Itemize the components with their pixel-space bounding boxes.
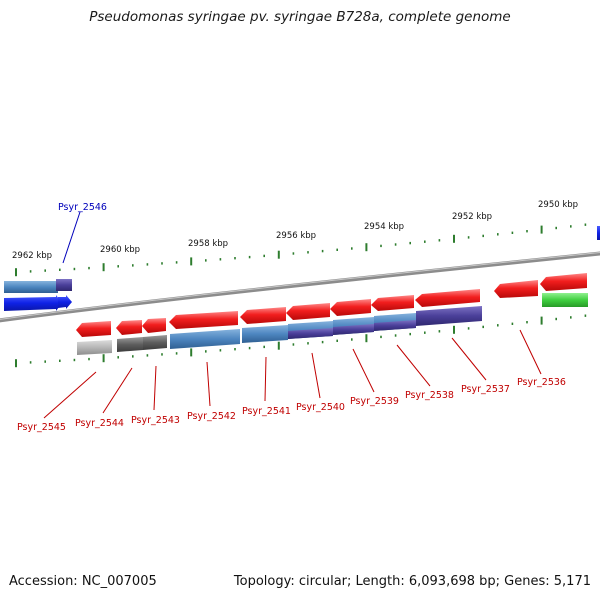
gene-bar-psyr-2544[interactable] <box>117 337 143 352</box>
scale-label: 2950 kbp <box>538 200 578 210</box>
cds-arrow-psyr-2546[interactable] <box>4 295 62 311</box>
cds-arrow-psyr-2538[interactable] <box>371 295 414 311</box>
callout-line <box>62 211 81 264</box>
gene-label-psyr-2543[interactable]: Psyr_2543 <box>131 415 180 426</box>
callout-line <box>153 365 157 411</box>
gene-label-psyr-2539[interactable]: Psyr_2539 <box>350 396 399 407</box>
scale-label: 2962 kbp <box>12 251 52 261</box>
gene-labels: Psyr_2546 Psyr_2545 Psyr_2544 Psyr_2543 … <box>17 202 566 433</box>
gene-label-psyr-2541[interactable]: Psyr_2541 <box>242 406 291 417</box>
topology-text: Topology: circular; Length: 6,093,698 bp… <box>233 574 591 589</box>
callout-line <box>102 367 133 414</box>
gene-bar-psyr-2545[interactable] <box>77 340 112 355</box>
forward-strand-features <box>4 226 600 311</box>
gene-bar-psyr-2546-end[interactable] <box>56 279 72 291</box>
reverse-strand-cds <box>76 289 480 337</box>
gene-label-psyr-2540[interactable]: Psyr_2540 <box>296 402 345 413</box>
gene-label-psyr-2544[interactable]: Psyr_2544 <box>75 418 124 429</box>
gene-bar-psyr-2542[interactable] <box>170 329 240 349</box>
gene-bar-psyr-2540-end[interactable] <box>288 328 333 339</box>
offscreen-feature[interactable] <box>597 226 600 240</box>
callout-line <box>352 348 375 393</box>
gene-label-psyr-2546[interactable]: Psyr_2546 <box>58 202 107 213</box>
cds-arrow-psyr-2546-b[interactable] <box>58 295 72 309</box>
reverse-strand-genes <box>77 306 482 355</box>
cds-arrow-psyr-2537b[interactable] <box>415 289 480 307</box>
scale-label: 2960 kbp <box>100 245 140 255</box>
scale-label: 2956 kbp <box>276 231 316 241</box>
genome-backbone-highlight <box>0 252 600 320</box>
callout-line <box>43 371 97 419</box>
map-title: Pseudomonas syringae pv. syringae B728a,… <box>89 9 511 25</box>
cds-arrow-psyr-2541[interactable] <box>240 307 286 324</box>
callout-line <box>451 337 487 381</box>
gene-bar-psyr-2539-end[interactable] <box>333 324 374 335</box>
gene-label-psyr-2537[interactable]: Psyr_2537 <box>461 384 510 395</box>
rna-feature-green[interactable] <box>542 293 588 307</box>
gene-label-psyr-2536[interactable]: Psyr_2536 <box>517 377 566 388</box>
inner-scale-ticks <box>15 314 587 368</box>
scale-label: 2952 kbp <box>452 212 492 222</box>
cds-arrow-psyr-2544[interactable] <box>116 320 142 335</box>
gene-bar-psyr-2537[interactable] <box>416 306 482 326</box>
cds-arrow-psyr-2545[interactable] <box>76 321 111 337</box>
gene-label-psyr-2538[interactable]: Psyr_2538 <box>405 390 454 401</box>
callout-line <box>264 356 267 402</box>
scale-labels: 2962 kbp 2960 kbp 2958 kbp 2956 kbp 2954… <box>12 200 578 261</box>
scale-label: 2958 kbp <box>188 239 228 249</box>
cds-arrow-psyr-2536[interactable] <box>540 273 587 291</box>
scale-label: 2954 kbp <box>364 222 404 232</box>
gene-label-psyr-2542[interactable]: Psyr_2542 <box>187 411 236 422</box>
accession-text: Accession: NC_007005 <box>9 574 157 589</box>
cds-arrow-psyr-2542[interactable] <box>169 311 238 329</box>
gene-bar-psyr-2538-end[interactable] <box>374 320 416 331</box>
gene-bar-psyr-2543[interactable] <box>143 335 167 350</box>
callout-line <box>206 361 211 407</box>
callout-line <box>396 344 431 387</box>
callout-line <box>311 352 321 399</box>
cds-arrow-psyr-2540[interactable] <box>286 303 330 320</box>
cds-arrow-psyr-2543[interactable] <box>142 318 166 333</box>
outer-scale-ticks <box>15 223 587 277</box>
genome-backbone <box>0 251 600 323</box>
gene-bar-psyr-2546[interactable] <box>4 281 58 293</box>
cds-arrow-psyr-2537[interactable] <box>494 280 538 298</box>
gene-label-psyr-2545[interactable]: Psyr_2545 <box>17 422 66 433</box>
callout-line <box>519 329 542 375</box>
gene-bar-psyr-2541[interactable] <box>242 325 288 343</box>
cds-arrow-psyr-2539[interactable] <box>330 299 371 316</box>
callout-lines <box>43 211 542 419</box>
